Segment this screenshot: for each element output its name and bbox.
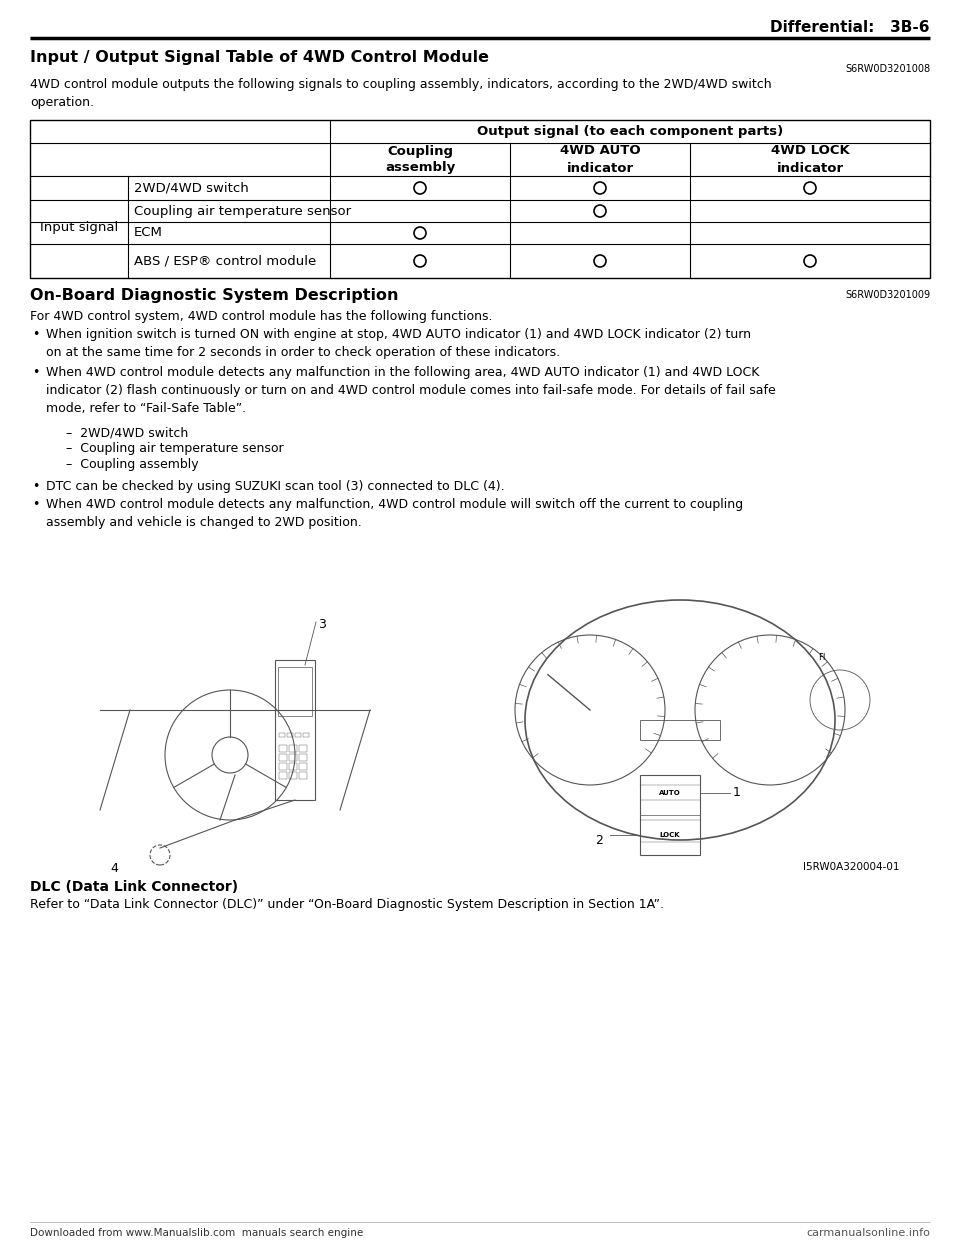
- Bar: [299, 773, 307, 779]
- Bar: [299, 745, 307, 751]
- Text: For 4WD control system, 4WD control module has the following functions.: For 4WD control system, 4WD control modu…: [30, 310, 492, 323]
- Bar: [30, 120, 930, 278]
- Text: Input / Output Signal Table of 4WD Control Module: Input / Output Signal Table of 4WD Contr…: [30, 50, 489, 65]
- Bar: [289, 745, 297, 751]
- Text: •: •: [33, 498, 39, 510]
- Bar: [287, 733, 293, 737]
- Text: •: •: [33, 328, 39, 342]
- Bar: [289, 763, 297, 770]
- Text: ABS / ESP® control module: ABS / ESP® control module: [134, 255, 316, 267]
- Bar: [640, 720, 720, 740]
- Text: 2WD/4WD switch: 2WD/4WD switch: [134, 181, 249, 195]
- Bar: [279, 745, 287, 751]
- Text: Output signal (to each component parts): Output signal (to each component parts): [477, 125, 783, 138]
- Text: Input signal: Input signal: [40, 221, 118, 233]
- Text: ECM: ECM: [134, 226, 163, 240]
- Bar: [299, 754, 307, 761]
- Text: When ignition switch is turned ON with engine at stop, 4WD AUTO indicator (1) an: When ignition switch is turned ON with e…: [46, 328, 751, 359]
- Text: When 4WD control module detects any malfunction in the following area, 4WD AUTO : When 4WD control module detects any malf…: [46, 366, 776, 415]
- Text: 4WD control module outputs the following signals to coupling assembly, indicator: 4WD control module outputs the following…: [30, 78, 772, 109]
- Bar: [275, 660, 315, 800]
- Bar: [289, 754, 297, 761]
- Text: Refer to “Data Link Connector (DLC)” under “On-Board Diagnostic System Descripti: Refer to “Data Link Connector (DLC)” und…: [30, 898, 664, 910]
- Bar: [279, 763, 287, 770]
- Text: LOCK: LOCK: [660, 832, 681, 838]
- Bar: [279, 754, 287, 761]
- Bar: [295, 733, 301, 737]
- Text: –  Coupling assembly: – Coupling assembly: [66, 458, 199, 471]
- Bar: [279, 733, 285, 737]
- Text: On-Board Diagnostic System Description: On-Board Diagnostic System Description: [30, 288, 398, 303]
- Text: Downloaded from www.Manualslib.com  manuals search engine: Downloaded from www.Manualslib.com manua…: [30, 1228, 363, 1238]
- Text: AUTO: AUTO: [660, 790, 681, 796]
- Text: Coupling
assembly: Coupling assembly: [385, 144, 455, 174]
- Text: S6RW0D3201009: S6RW0D3201009: [845, 289, 930, 301]
- Bar: [278, 667, 312, 715]
- Text: 1: 1: [733, 786, 741, 800]
- Text: •: •: [33, 366, 39, 379]
- Text: DLC (Data Link Connector): DLC (Data Link Connector): [30, 881, 238, 894]
- Bar: [299, 763, 307, 770]
- Text: Coupling air temperature sensor: Coupling air temperature sensor: [134, 205, 351, 217]
- Text: When 4WD control module detects any malfunction, 4WD control module will switch : When 4WD control module detects any malf…: [46, 498, 743, 529]
- Bar: [303, 733, 309, 737]
- Text: 4: 4: [110, 862, 118, 876]
- Text: carmanualsonline.info: carmanualsonline.info: [806, 1228, 930, 1238]
- Text: I5RW0A320004-01: I5RW0A320004-01: [804, 862, 900, 872]
- Bar: [289, 773, 297, 779]
- Text: 4WD AUTO
indicator: 4WD AUTO indicator: [560, 144, 640, 174]
- Bar: [640, 775, 700, 854]
- Text: S6RW0D3201008: S6RW0D3201008: [845, 65, 930, 75]
- Text: Differential:   3B-6: Differential: 3B-6: [771, 20, 930, 35]
- Text: •: •: [33, 479, 39, 493]
- Text: –  Coupling air temperature sensor: – Coupling air temperature sensor: [66, 442, 283, 455]
- Text: DTC can be checked by using SUZUKI scan tool (3) connected to DLC (4).: DTC can be checked by using SUZUKI scan …: [46, 479, 505, 493]
- Text: –  2WD/4WD switch: – 2WD/4WD switch: [66, 426, 188, 438]
- Bar: [279, 773, 287, 779]
- Text: 2: 2: [595, 833, 603, 847]
- Text: FI: FI: [818, 653, 826, 662]
- Text: 3: 3: [318, 619, 325, 631]
- Text: 4WD LOCK
indicator: 4WD LOCK indicator: [771, 144, 850, 174]
